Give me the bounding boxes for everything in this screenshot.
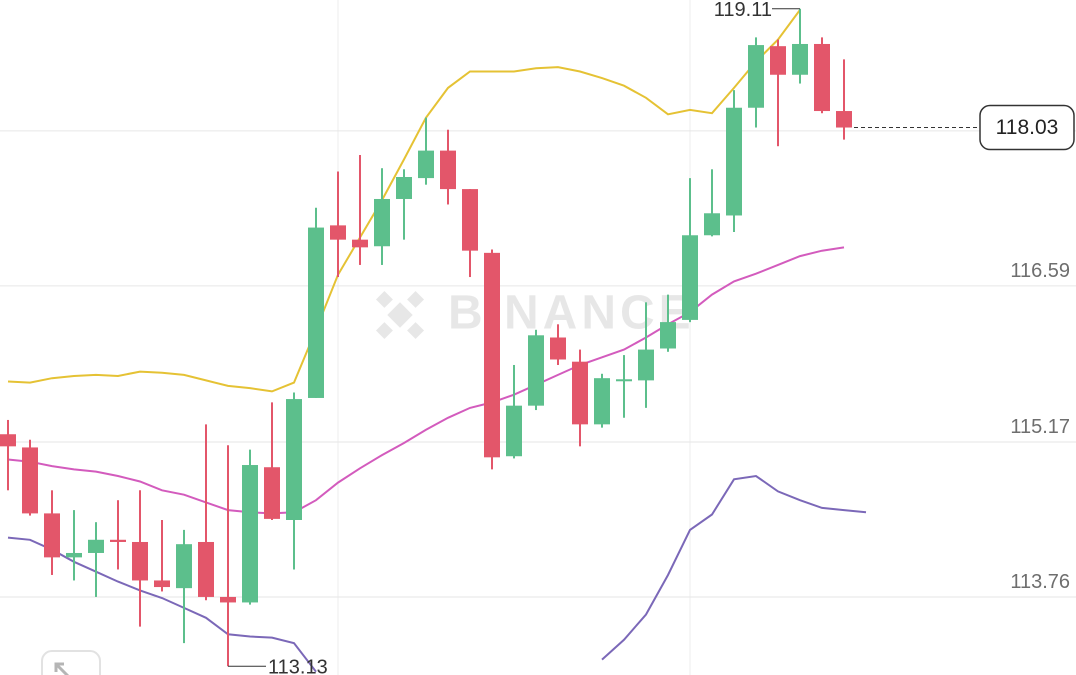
watermark: BINANCE — [375, 287, 691, 340]
candles — [0, 8, 852, 667]
scroll-icon — [54, 662, 70, 675]
candle-body — [110, 539, 126, 542]
labels: 113.76115.17116.59118.00119.11113.13118.… — [228, 0, 1075, 675]
last-price-tag — [979, 104, 1075, 151]
candle-body — [418, 150, 434, 179]
candle-body — [726, 107, 742, 216]
candle-body — [484, 252, 500, 458]
band-line — [7, 9, 801, 393]
candle-body — [198, 541, 214, 597]
candle-body — [572, 361, 588, 425]
candle-body — [66, 552, 82, 558]
watermark-logo — [375, 290, 425, 340]
candle-body — [616, 379, 632, 382]
candle-body — [264, 467, 280, 519]
candle-body — [352, 239, 368, 248]
candle-body — [704, 213, 720, 236]
low-label: 113.13 — [268, 656, 328, 675]
candle-body — [770, 46, 786, 75]
y-tick-label: 115.17 — [1010, 416, 1070, 438]
high-label: 119.11 — [714, 0, 772, 21]
candle-body — [44, 513, 60, 558]
candle-body — [550, 337, 566, 360]
candle-body — [462, 189, 478, 251]
y-tick-label: 113.76 — [1010, 571, 1070, 593]
candle-body — [748, 45, 764, 108]
y-tick-label: 116.59 — [1010, 260, 1070, 282]
candle-body — [814, 43, 830, 112]
candle-body — [242, 465, 258, 603]
last-price-label: 118.03 — [996, 116, 1059, 139]
candle-body — [682, 235, 698, 320]
candle-body — [528, 335, 544, 406]
candle-body — [0, 434, 16, 447]
band-line — [7, 246, 845, 515]
candle-body — [330, 225, 346, 240]
candle-body — [792, 43, 808, 75]
candle-body — [88, 539, 104, 553]
candle-body — [660, 322, 676, 349]
candle-body — [374, 198, 390, 247]
candle-body — [22, 447, 38, 514]
candle-body — [506, 405, 522, 457]
candle-body — [220, 596, 236, 603]
candle-body — [154, 580, 170, 588]
scroll-button[interactable] — [41, 650, 101, 675]
candle-body — [286, 399, 302, 520]
candle-body — [440, 150, 456, 190]
candle-body — [308, 227, 324, 398]
candle-body — [594, 378, 610, 425]
candle-body — [638, 349, 654, 381]
candle-body — [396, 176, 412, 199]
candle-body — [176, 544, 192, 589]
candle-body — [132, 541, 148, 581]
candle-body — [836, 111, 852, 128]
